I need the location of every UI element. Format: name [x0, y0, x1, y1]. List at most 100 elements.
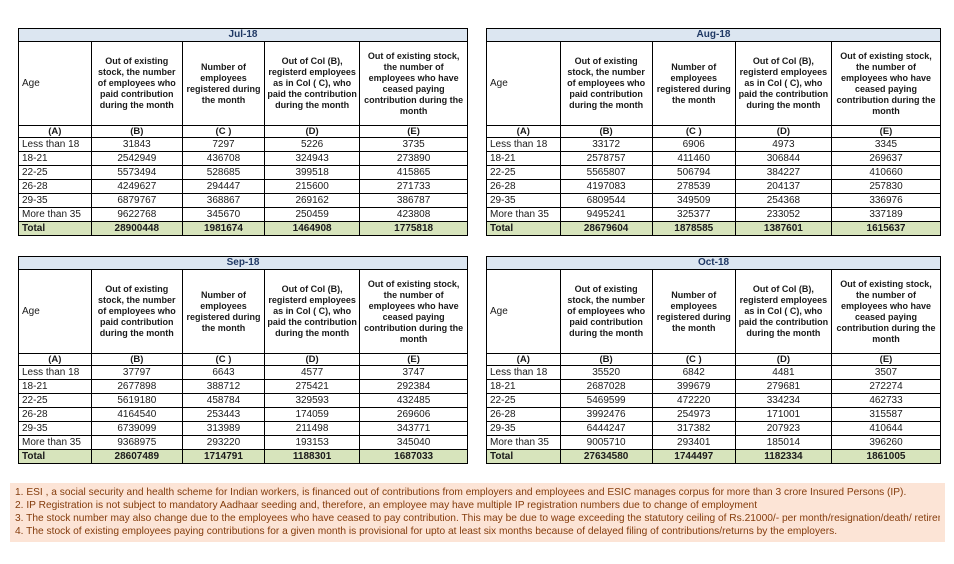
data-cell: 275421 [264, 379, 361, 394]
data-cell: 462733 [831, 393, 941, 408]
table-row: 18-21 2687028 399679 279681 272274 [486, 379, 941, 394]
data-cell: 293401 [651, 435, 736, 450]
data-cell: 5573494 [90, 165, 183, 180]
total-cell-e: 1615637 [831, 221, 941, 236]
total-label: Total [486, 221, 561, 236]
data-cell: 6809544 [559, 193, 653, 208]
data-cell: 4197083 [559, 179, 653, 194]
data-cell: 37797 [90, 365, 183, 380]
data-cell: 5565807 [559, 165, 653, 180]
data-cell: 292384 [359, 379, 468, 394]
data-cell: 436708 [181, 151, 266, 166]
data-cell: 472220 [651, 393, 736, 408]
total-cell-e: 1687033 [359, 449, 468, 464]
column-header-e: Out of existing stock, the number of emp… [359, 269, 468, 354]
data-cell: 423808 [359, 207, 468, 222]
data-cell: 211498 [264, 421, 361, 436]
data-cell: 254973 [651, 407, 736, 422]
data-cell: 253443 [181, 407, 266, 422]
data-cell: 4249627 [90, 179, 183, 194]
data-cell: 207923 [734, 421, 833, 436]
data-cell: 4481 [734, 365, 833, 380]
total-label: Total [18, 449, 92, 464]
column-header-e: Out of existing stock, the number of emp… [359, 41, 468, 126]
data-cell: 269606 [359, 407, 468, 422]
column-letter-a: (A) [486, 353, 561, 366]
age-label: Less than 18 [486, 365, 561, 380]
footnote-2: 2. IP Registration is not subject to man… [15, 500, 758, 511]
data-cell: 257830 [831, 179, 941, 194]
total-cell-b: 28679604 [559, 221, 653, 236]
footnote-3: 3. The stock number may also change due … [15, 513, 940, 524]
month-table-aug-18: Aug-18 Age Out of existing stock, the nu… [486, 28, 941, 236]
column-header-e: Out of existing stock, the number of emp… [831, 41, 941, 126]
total-cell-c: 1714791 [181, 449, 266, 464]
column-header-c: Number of employees registered during th… [181, 41, 266, 126]
data-cell: 6739099 [90, 421, 183, 436]
total-label: Total [18, 221, 92, 236]
total-label: Total [486, 449, 561, 464]
data-cell: 5619180 [90, 393, 183, 408]
column-letter-c: (C ) [651, 125, 736, 138]
data-cell: 33172 [559, 137, 653, 152]
column-letter-a: (A) [18, 125, 92, 138]
data-cell: 306844 [734, 151, 833, 166]
table-row: More than 35 9005710 293401 185014 396260 [486, 435, 941, 450]
data-cell: 399679 [651, 379, 736, 394]
data-cell: 3507 [831, 365, 941, 380]
data-cell: 31843 [90, 137, 183, 152]
month-header: Jul-18 [18, 28, 468, 42]
total-cell-e: 1861005 [831, 449, 941, 464]
age-label: 26-28 [18, 179, 92, 194]
data-cell: 6842 [651, 365, 736, 380]
data-cell: 2578757 [559, 151, 653, 166]
data-cell: 269637 [831, 151, 941, 166]
data-cell: 415865 [359, 165, 468, 180]
data-cell: 4973 [734, 137, 833, 152]
data-cell: 6643 [181, 365, 266, 380]
age-label: 29-35 [486, 421, 561, 436]
data-cell: 315587 [831, 407, 941, 422]
column-header-d: Out of Col (B), registerd employees as i… [264, 269, 361, 354]
column-letter-d: (D) [264, 353, 361, 366]
total-row: Total 28900448 1981674 1464908 1775818 [18, 221, 468, 236]
column-letter-b: (B) [90, 353, 183, 366]
column-header-b: Out of existing stock, the number of emp… [559, 41, 653, 126]
age-label: 22-25 [18, 393, 92, 408]
column-letter-e: (E) [831, 353, 941, 366]
data-cell: 3345 [831, 137, 941, 152]
month-table-sep-18: Sep-18 Age Out of existing stock, the nu… [18, 256, 468, 464]
age-label: More than 35 [18, 435, 92, 450]
age-label: 26-28 [486, 179, 561, 194]
data-cell: 343771 [359, 421, 468, 436]
data-cell: 411460 [651, 151, 736, 166]
total-cell-d: 1188301 [264, 449, 361, 464]
age-label: 29-35 [486, 193, 561, 208]
total-cell-c: 1981674 [181, 221, 266, 236]
data-cell: 4164540 [90, 407, 183, 422]
data-cell: 345670 [181, 207, 266, 222]
data-cell: 6879767 [90, 193, 183, 208]
age-column-header: Age [486, 269, 561, 354]
data-cell: 278539 [651, 179, 736, 194]
age-label: Less than 18 [18, 137, 92, 152]
age-label: 18-21 [486, 151, 561, 166]
data-cell: 250459 [264, 207, 361, 222]
total-cell-d: 1387601 [734, 221, 833, 236]
data-cell: 5226 [264, 137, 361, 152]
total-row: Total 28679604 1878585 1387601 1615637 [486, 221, 941, 236]
data-cell: 2687028 [559, 379, 653, 394]
column-letter-e: (E) [359, 125, 468, 138]
data-cell: 349509 [651, 193, 736, 208]
table-row: 22-25 5619180 458784 329593 432485 [18, 393, 468, 408]
total-cell-d: 1182334 [734, 449, 833, 464]
data-cell: 337189 [831, 207, 941, 222]
data-cell: 325377 [651, 207, 736, 222]
table-row: 26-28 4164540 253443 174059 269606 [18, 407, 468, 422]
data-cell: 396260 [831, 435, 941, 450]
table-row: 29-35 6739099 313989 211498 343771 [18, 421, 468, 436]
column-letter-d: (D) [264, 125, 361, 138]
column-letter-a: (A) [486, 125, 561, 138]
column-header-b: Out of existing stock, the number of emp… [90, 269, 183, 354]
age-label: 22-25 [486, 393, 561, 408]
